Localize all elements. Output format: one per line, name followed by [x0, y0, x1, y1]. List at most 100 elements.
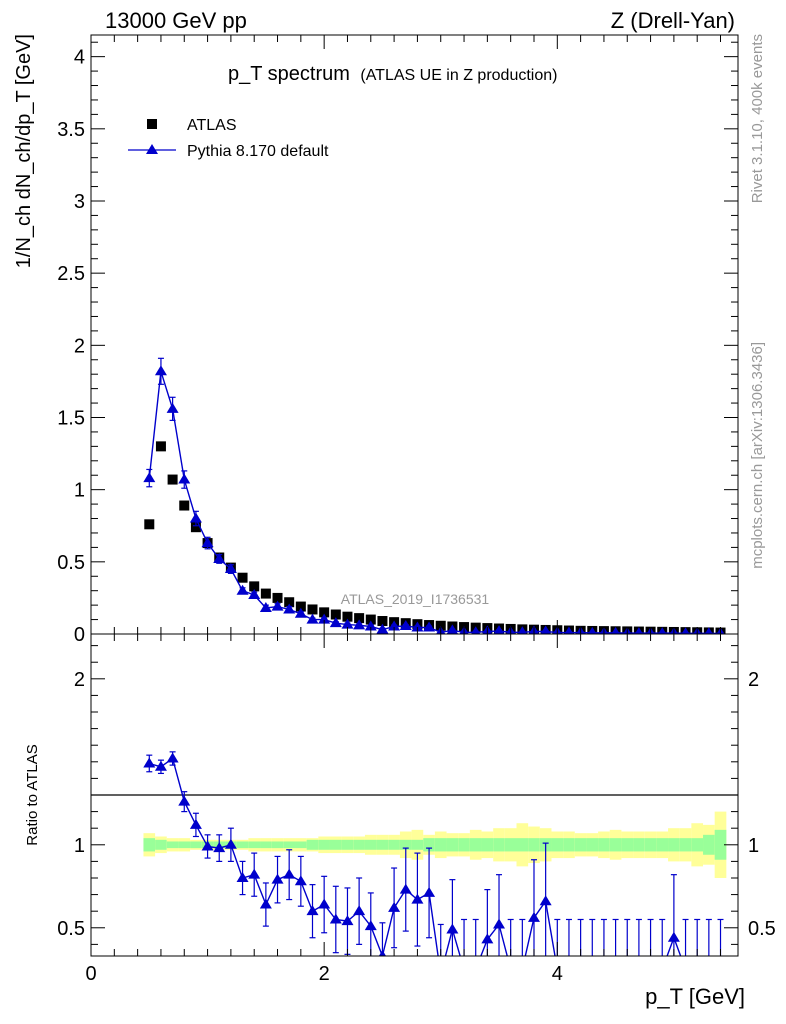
ratio-pythia-point [656, 963, 668, 973]
pythia-point [201, 537, 214, 548]
ratio-pythia-point [189, 818, 202, 829]
ratio-band-inner [166, 841, 179, 849]
main-y-tick-label: 2.5 [57, 263, 85, 285]
legend-label-pythia: Pythia 8.170 default [187, 143, 329, 160]
ratio-pythia-point [505, 963, 517, 973]
ratio-pythia-point [563, 963, 575, 973]
pythia-point [411, 621, 424, 632]
atlas-point [319, 607, 330, 618]
pythia-point [587, 626, 597, 634]
ratio-pythia-point [586, 963, 598, 973]
ratio-band-inner [271, 841, 284, 849]
ratio-pythia-point [154, 760, 167, 771]
ratio-band-inner [434, 838, 447, 852]
pythia-point [236, 584, 249, 595]
ratio-pythia-point [481, 933, 494, 944]
ratio-band-inner [341, 839, 354, 850]
pythia-point [634, 627, 644, 634]
pythia-point [294, 607, 307, 618]
main-y-tick-label: 1 [74, 480, 85, 502]
ratio-pythia-point [364, 920, 377, 931]
ratio-pythia-point [516, 963, 528, 973]
ratio-band-inner [353, 839, 365, 850]
atlas-point [144, 519, 155, 530]
ratio-band-inner [143, 838, 156, 852]
analysis-watermark: ATLAS_2019_I1736531 [341, 591, 490, 607]
pythia-point [178, 473, 191, 484]
atlas-point [365, 614, 376, 625]
ratio-pythia-point [236, 871, 249, 882]
ratio-pythia-point [213, 842, 226, 853]
atlas-point [284, 597, 295, 608]
ratio-band-inner [318, 839, 330, 850]
pythia-point [611, 626, 620, 634]
atlas-point [249, 581, 260, 592]
ratio-pythia-point [341, 915, 354, 926]
pythia-point [248, 589, 261, 600]
x-tick-label: 0 [85, 963, 96, 985]
pythia-point [364, 620, 377, 631]
ratio-band-inner [551, 838, 564, 852]
ratio-band-inner [283, 841, 296, 849]
ratio-pythia-point [378, 950, 387, 956]
ratio-band-inner [155, 839, 167, 850]
ratio-pythia-point [493, 918, 506, 929]
pythia-point [259, 602, 272, 613]
ratio-pythia-point [667, 931, 680, 942]
ratio-band-inner [399, 839, 412, 850]
ratio-band-inner [329, 839, 342, 850]
ratio-band-inner [516, 838, 529, 852]
ratio-pythia-point [399, 883, 412, 894]
ratio-y-tick-label-right: 1 [748, 835, 759, 857]
ratio-band-inner [504, 838, 517, 852]
ratio-band-inner [295, 841, 307, 849]
ratio-pythia-point [283, 868, 296, 879]
ratio-y-tick-label: 2 [74, 669, 85, 691]
pythia-point [446, 624, 459, 634]
ratio-band-inner [236, 841, 249, 849]
legend-marker-pythia [146, 144, 158, 154]
pythia-point [388, 620, 401, 631]
pythia-point [306, 613, 319, 624]
main-title-note: (ATLAS UE in Z production) [360, 67, 557, 84]
atlas-point [354, 613, 365, 624]
ratio-pythia-point [470, 963, 482, 973]
atlas-point [295, 601, 306, 612]
ratio-pythia-point [435, 968, 447, 978]
ratio-band-inner [364, 839, 377, 850]
ratio-y-tick-label: 0.5 [57, 918, 85, 940]
ratio-band-inner [178, 841, 191, 849]
pythia-point [341, 618, 354, 629]
legend-label-atlas: ATLAS [187, 117, 237, 134]
atlas-point [307, 604, 318, 615]
ratio-band-inner [586, 838, 599, 852]
pythia-point [283, 603, 296, 614]
atlas-point [167, 474, 178, 485]
axes: 0 0.5 1 1.5 2 2.5 3 3.5 4 0.5 0.5 1 1 2 2 0 2 4 [57, 35, 776, 985]
ratio-band-inner [691, 838, 704, 852]
pythia-point [224, 563, 237, 574]
ratio-pythia-point [703, 963, 715, 973]
ratio-band-inner [598, 838, 610, 852]
ratio-pythia-point [715, 963, 727, 973]
ratio-band-inner [376, 839, 389, 850]
ratio-band-inner [306, 839, 319, 850]
ratio-pythia-point [306, 905, 319, 916]
pythia-point [213, 552, 226, 563]
main-y-tick-label: 3.5 [57, 119, 85, 141]
ratio-plot-marks [143, 751, 727, 978]
main-title-text: p_T spectrum [228, 63, 350, 85]
pythia-point [318, 613, 331, 624]
ratio-pythia-point [610, 963, 622, 973]
ratio-band-inner [411, 839, 424, 850]
pythia-point [154, 365, 167, 376]
ratio-pythia-point [329, 913, 342, 924]
ratio-y-tick-label-right: 2 [748, 669, 759, 691]
pythia-point [564, 626, 574, 634]
ratio-band-inner [644, 838, 657, 852]
main-y-tick-label: 0 [74, 624, 85, 646]
ratio-band-inner [656, 838, 669, 852]
atlas-point [342, 611, 353, 622]
header-right: Z (Drell-Yan) [611, 8, 735, 33]
